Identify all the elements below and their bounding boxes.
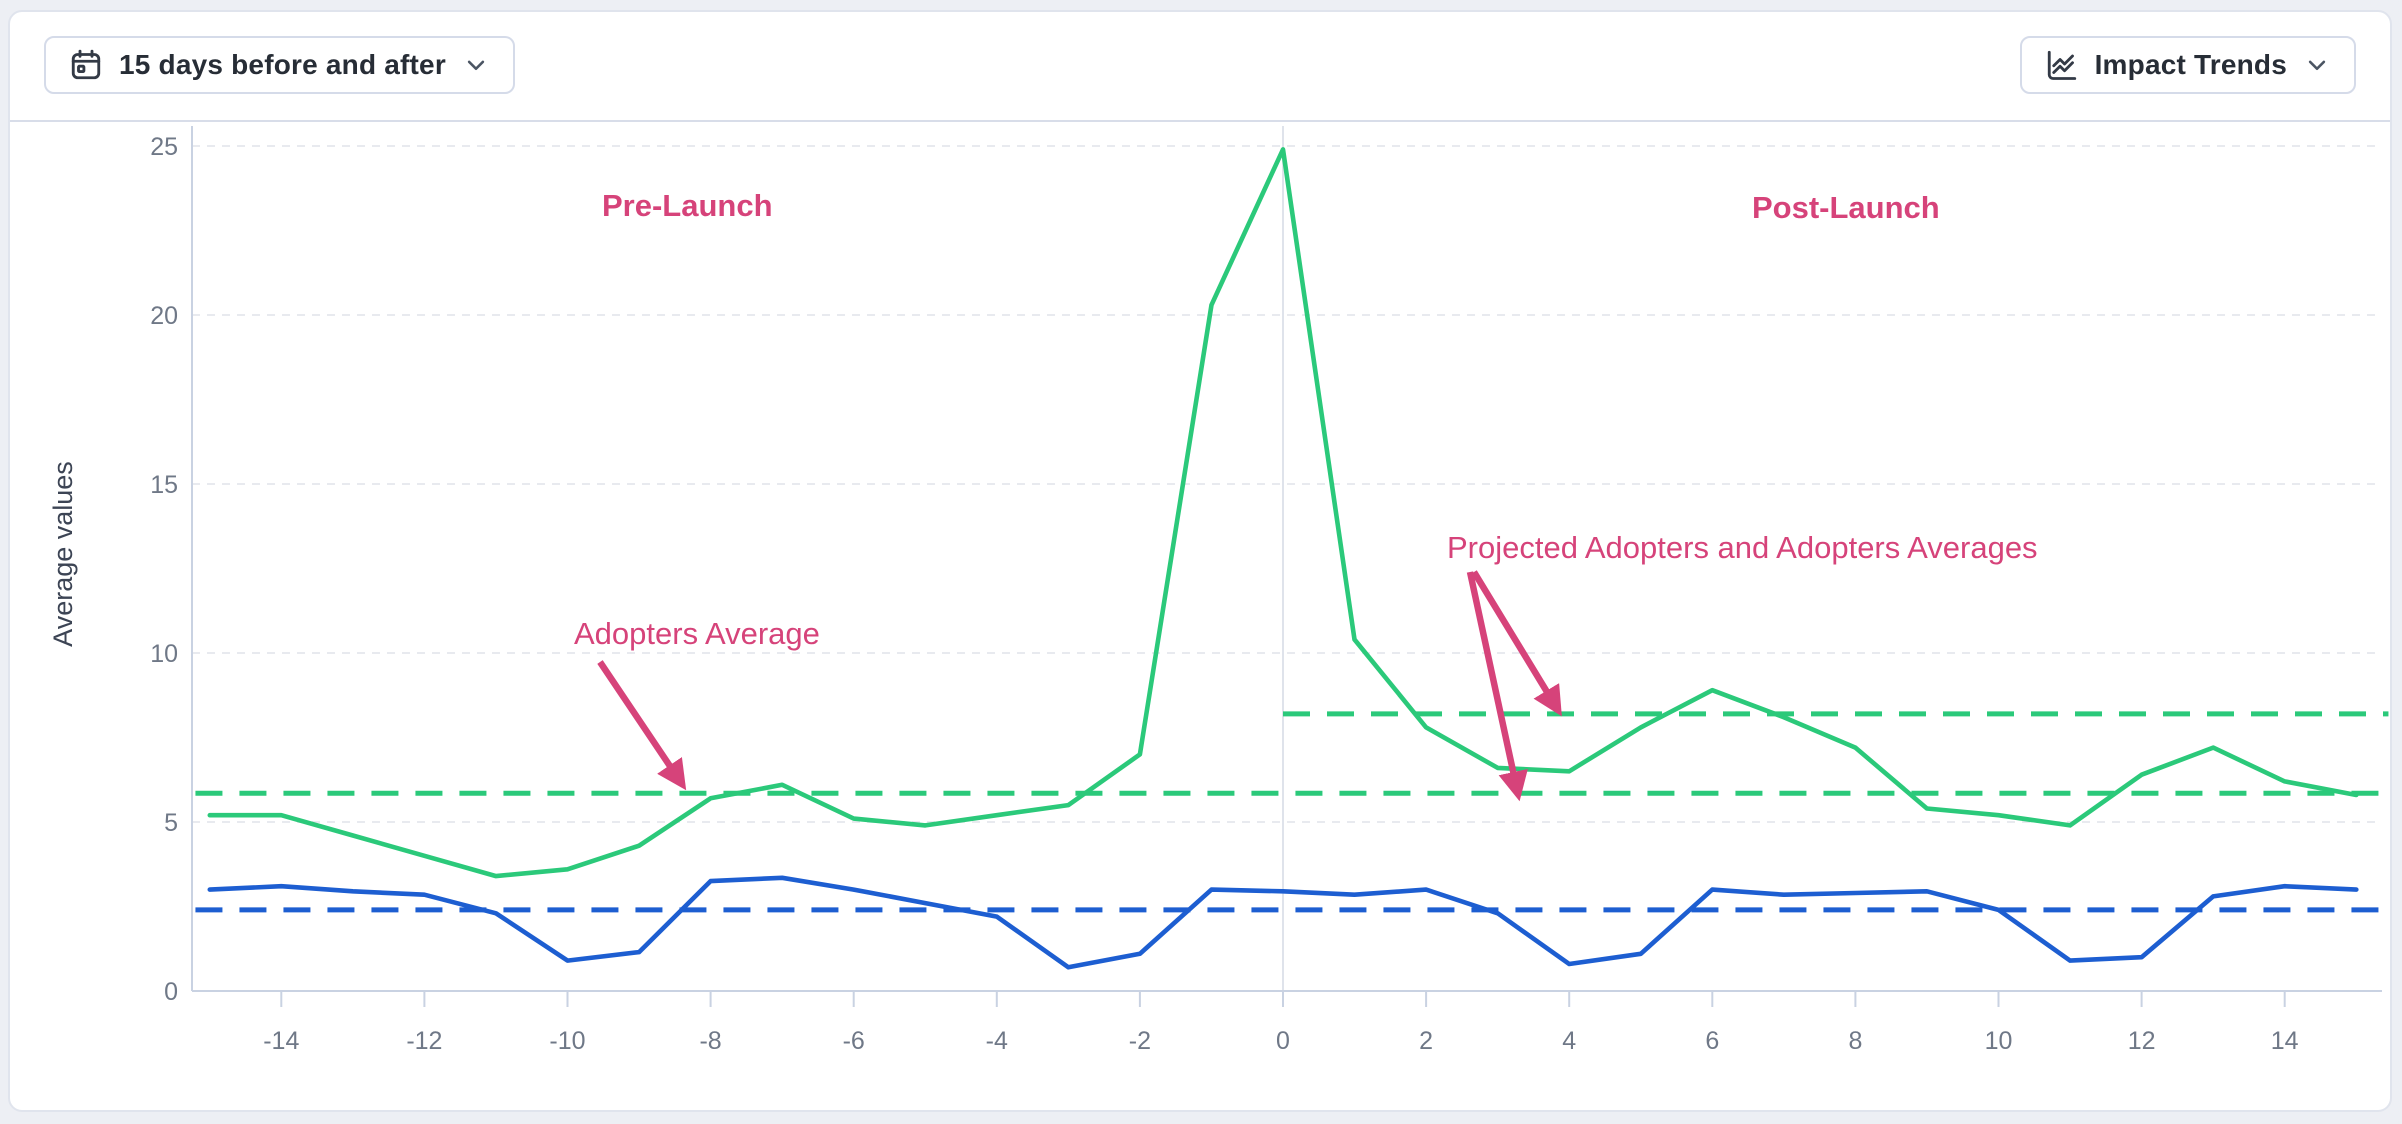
line-chart-icon <box>2044 47 2080 83</box>
y-tick-label: 5 <box>164 809 178 837</box>
x-tick-label: 14 <box>2271 1027 2299 1055</box>
impact-trends-card: 15 days before and after Impact Trends <box>8 10 2392 1112</box>
x-tick-label: 12 <box>2128 1027 2156 1055</box>
impact-trends-chart[interactable]: -14 -12 -10 -8 -6 -4 -2 0 2 4 6 8 10 12 14 0 5 10 15 20 25 Av… <box>10 122 2394 1112</box>
x-tick-label: 4 <box>1562 1027 1576 1055</box>
chart-header: 15 days before and after Impact Trends <box>10 12 2390 120</box>
x-tick-label: 8 <box>1848 1027 1862 1055</box>
x-tick-label: -10 <box>549 1027 585 1055</box>
y-tick-label: 0 <box>164 978 178 1006</box>
header-divider <box>10 120 2390 122</box>
pre-launch-label: Pre-Launch <box>602 188 773 223</box>
calendar-icon <box>68 47 104 83</box>
projected-average-arrow-lower <box>1466 571 1528 802</box>
y-tick-label: 20 <box>150 302 178 330</box>
x-tick-label: 6 <box>1705 1027 1719 1055</box>
y-tick-label: 15 <box>150 471 178 499</box>
comparison-line-series <box>207 875 2359 970</box>
date-range-label: 15 days before and after <box>119 49 446 80</box>
impact-trends-dropdown[interactable]: Impact Trends <box>2019 36 2356 94</box>
chart-canvas[interactable]: -14 -12 -10 -8 -6 -4 -2 0 2 4 6 8 10 12 14 0 5 10 15 20 25 Av… <box>10 122 2394 1112</box>
x-tick-label: 2 <box>1419 1027 1433 1055</box>
chevron-down-icon <box>2302 50 2332 80</box>
y-tick-label: 10 <box>150 640 178 668</box>
y-axis-title: Average values <box>48 461 78 647</box>
x-tick-label: -14 <box>263 1027 299 1055</box>
date-range-dropdown[interactable]: 15 days before and after <box>44 36 515 94</box>
x-tick-label: -8 <box>699 1027 721 1055</box>
projected-average-arrow-upper <box>1471 570 1562 717</box>
y-tick-label: 25 <box>150 133 178 161</box>
x-tick-label: -12 <box>406 1027 442 1055</box>
x-tick-label: -4 <box>986 1027 1008 1055</box>
chevron-down-icon <box>461 50 491 80</box>
post-launch-label: Post-Launch <box>1752 190 1940 225</box>
x-tick-label: 10 <box>1985 1027 2013 1055</box>
x-tick-label: -6 <box>843 1027 865 1055</box>
adopters-average-arrow <box>597 660 687 791</box>
projected-averages-annotation: Projected Adopters and Adopters Averages <box>1447 530 2038 565</box>
x-tick-label: -2 <box>1129 1027 1151 1055</box>
adopters-average-annotation: Adopters Average <box>574 616 820 651</box>
impact-trends-label: Impact Trends <box>2094 49 2287 80</box>
x-tick-label: 0 <box>1276 1027 1290 1055</box>
adopters-line-series <box>207 147 2359 879</box>
